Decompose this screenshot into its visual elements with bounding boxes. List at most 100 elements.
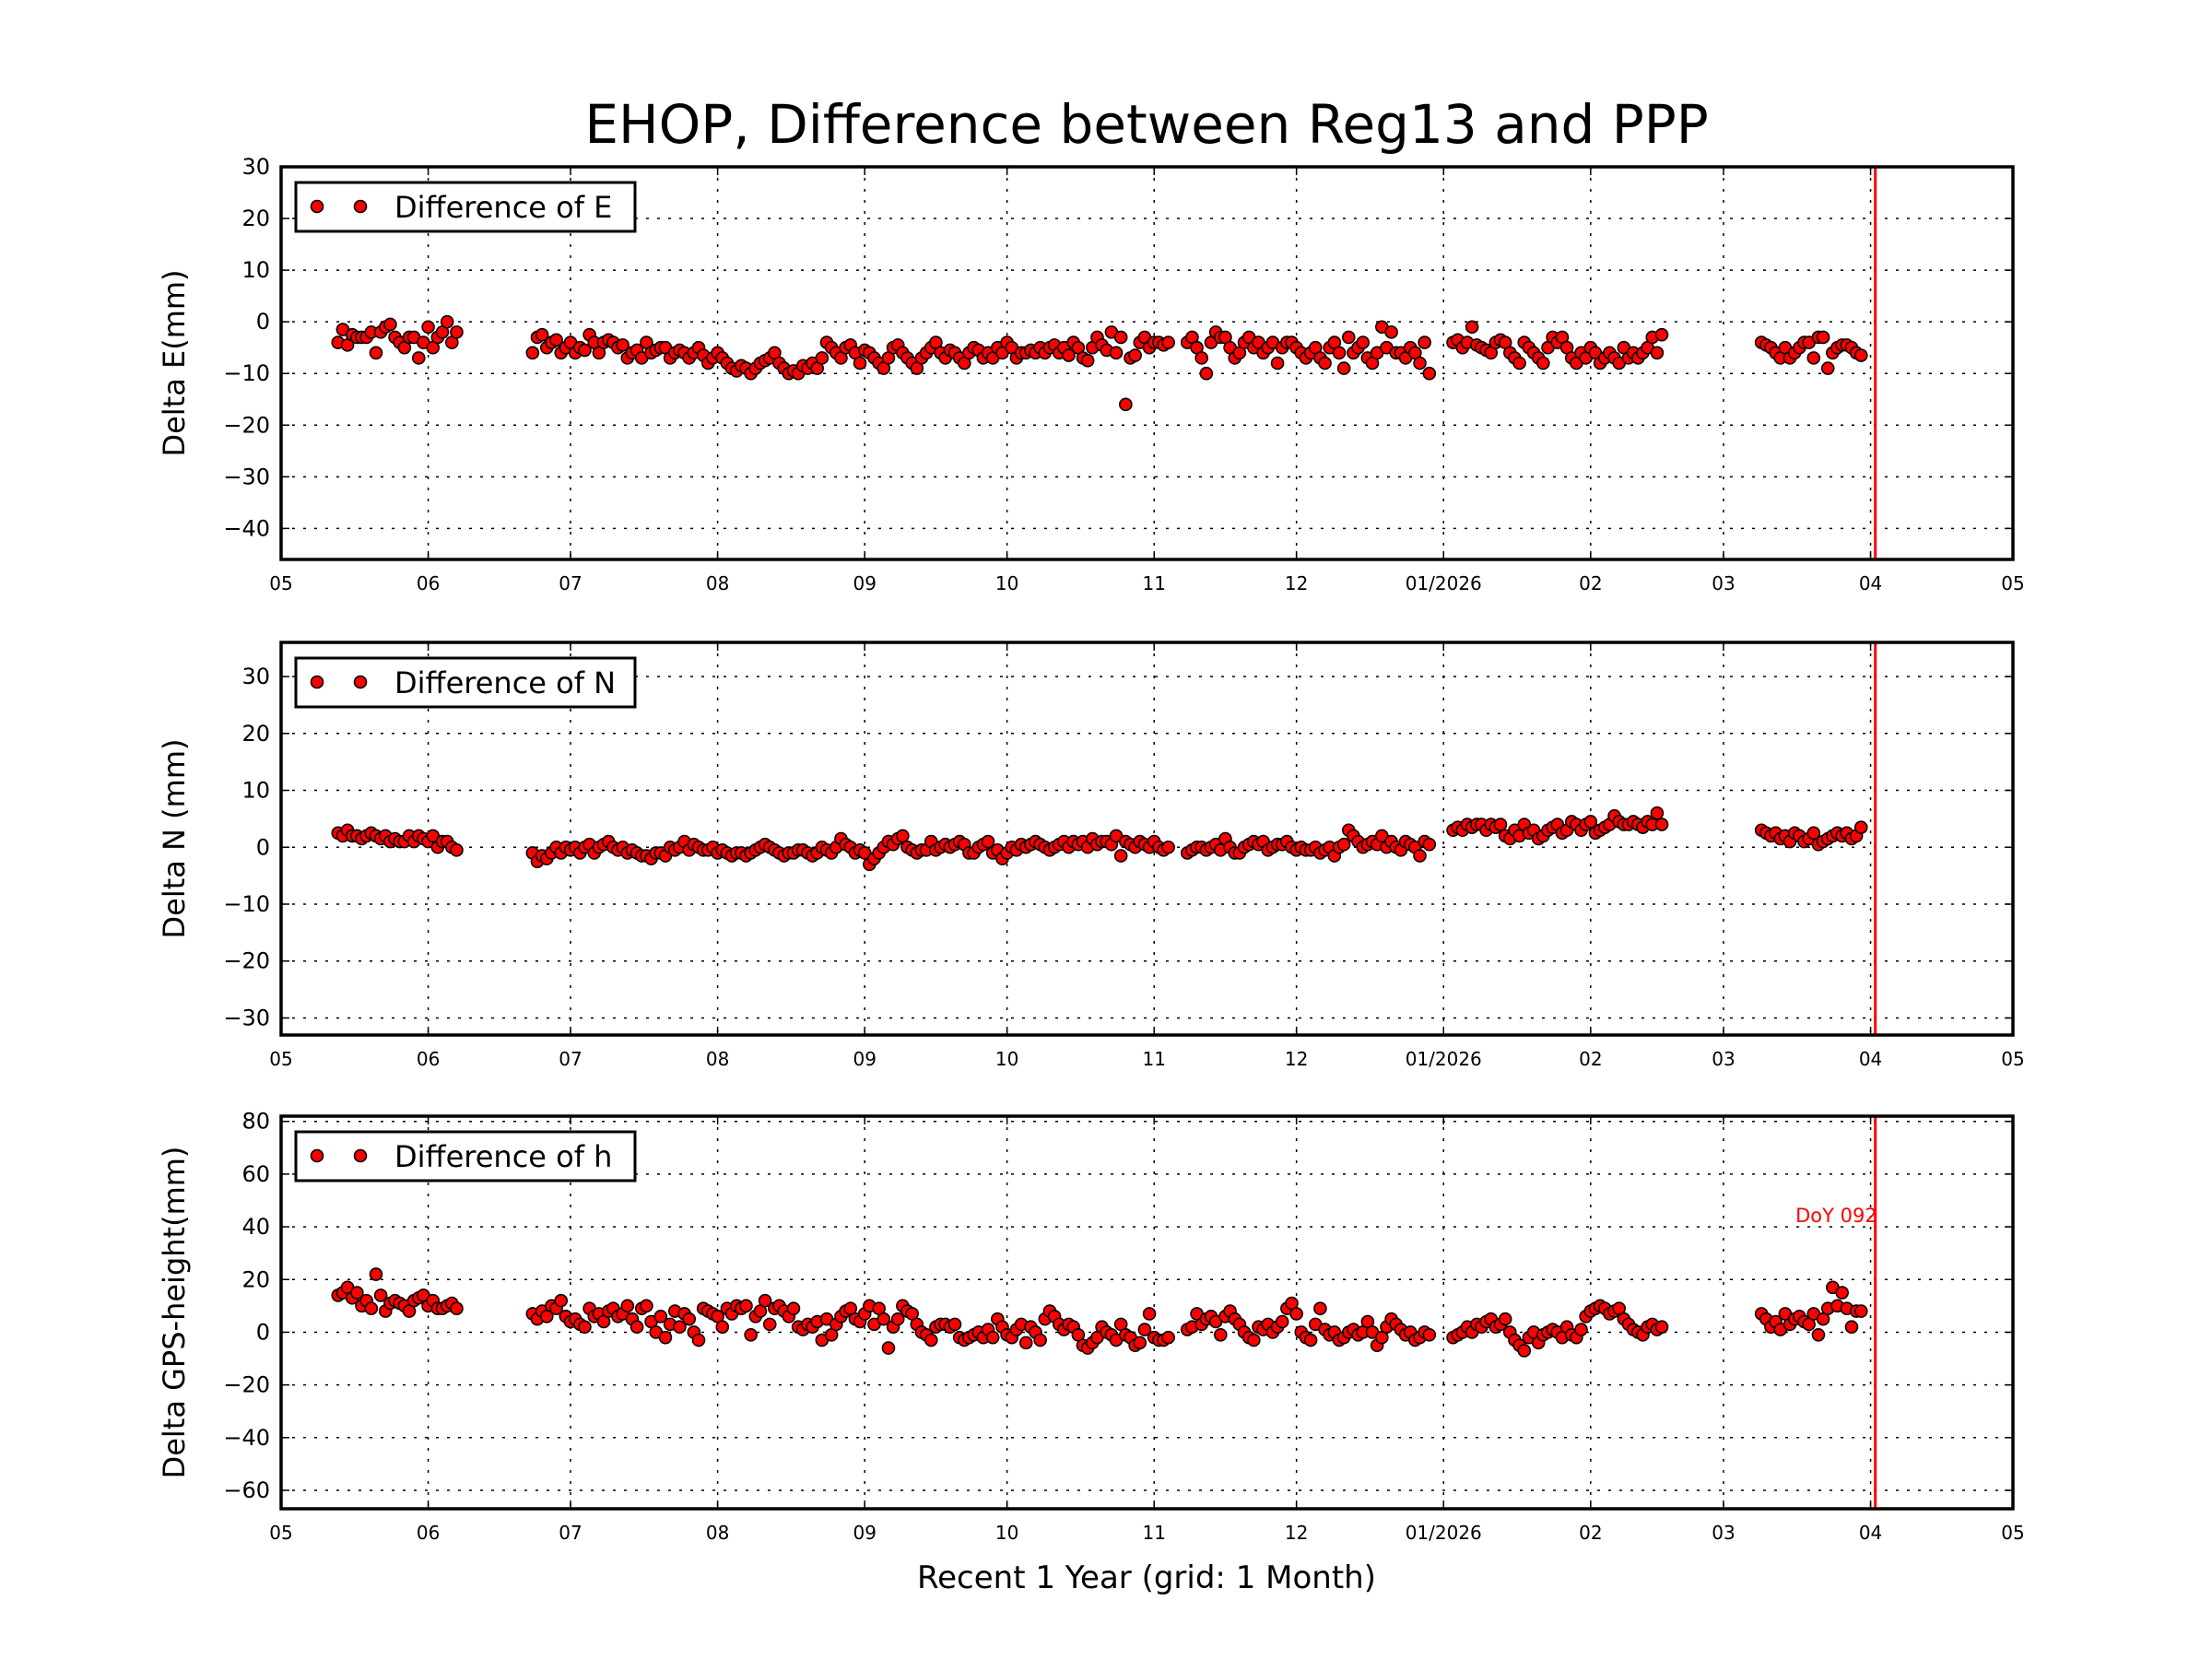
x-tick-label: 01/2026 — [1406, 1048, 1482, 1070]
data-point — [758, 1293, 772, 1308]
x-tick-label: 03 — [1712, 572, 1735, 594]
y-tick-label: −40 — [223, 515, 270, 541]
data-point — [1128, 348, 1142, 362]
data-point — [1654, 1320, 1669, 1335]
data-point — [450, 843, 464, 857]
legend: Difference of N — [294, 656, 637, 709]
y-tick-label: 0 — [256, 834, 270, 860]
y-tick-label: 60 — [241, 1161, 270, 1187]
x-tick-label: 03 — [1712, 1522, 1735, 1544]
data-point — [744, 1328, 758, 1342]
y-tick-label: −40 — [223, 1425, 270, 1451]
data-point — [1119, 397, 1133, 412]
data-point — [1113, 849, 1128, 863]
panel-N: 05 06 07 08 09 10 11 12 01/2026 02 03 04 05 −30 −20 −10… — [157, 641, 2025, 1070]
data-point — [369, 346, 383, 360]
y-tick-label: −30 — [223, 1005, 270, 1030]
y-tick-label: −20 — [223, 412, 270, 438]
data-point — [1517, 1344, 1532, 1358]
x-tick-label: 04 — [1859, 1522, 1882, 1544]
data-point — [1853, 348, 1868, 362]
legend-marker — [310, 675, 324, 689]
x-tick-label: 12 — [1285, 572, 1308, 594]
panel-h: 05 06 07 08 09 10 11 12 01/2026 02 03 04 05 −60 −40 −20… — [157, 1109, 2025, 1544]
data-point — [1270, 356, 1285, 371]
x-tick-label: 05 — [2001, 1522, 2024, 1544]
y-tick-label: 80 — [241, 1109, 270, 1135]
data-point — [1336, 361, 1351, 375]
y-tick-label: 20 — [241, 206, 270, 231]
x-tick-label: 12 — [1285, 1048, 1308, 1070]
legend-marker — [353, 199, 368, 214]
plot-frame — [279, 165, 2015, 561]
data-point — [1303, 1333, 1318, 1347]
x-tick-label: 06 — [417, 1522, 440, 1544]
x-tick-label: 05 — [269, 1048, 292, 1070]
data-point — [1498, 1312, 1512, 1326]
x-tick-label: 04 — [1859, 572, 1882, 594]
data-point — [369, 1267, 383, 1281]
x-tick-label: 10 — [995, 1048, 1018, 1070]
data-point — [1806, 351, 1821, 365]
y-tick-label: 20 — [241, 1266, 270, 1292]
legend-box — [294, 181, 637, 233]
data-point — [421, 320, 435, 335]
data-point — [1113, 330, 1128, 345]
data-point — [350, 1286, 364, 1300]
data-point — [1844, 1320, 1859, 1335]
data-point — [1835, 1286, 1849, 1300]
data-point — [1018, 1335, 1033, 1350]
data-point — [1583, 815, 1598, 829]
data-point — [554, 1293, 569, 1308]
data-point — [1109, 346, 1124, 360]
data-point — [1356, 335, 1371, 349]
data-point — [1161, 1330, 1175, 1345]
data-point — [1493, 818, 1508, 831]
data-point — [1341, 330, 1356, 345]
x-tick-label: 07 — [559, 1048, 582, 1070]
data-point — [364, 1301, 379, 1316]
data-point — [1194, 351, 1209, 365]
data-point — [673, 1320, 687, 1335]
plot-frame — [279, 1114, 2015, 1511]
legend: Difference of E — [294, 181, 637, 233]
y-tick-label: 10 — [241, 257, 270, 283]
data-point — [535, 327, 549, 342]
data-point — [881, 1341, 896, 1355]
data-point — [1650, 346, 1665, 360]
data-point — [1820, 361, 1835, 375]
data-point — [739, 1299, 753, 1313]
x-tick-label: 08 — [706, 1522, 729, 1544]
data-point — [1336, 837, 1351, 852]
y-tick-label: 20 — [241, 721, 270, 747]
x-tick-label: 02 — [1579, 1522, 1602, 1544]
data-point — [1332, 346, 1347, 360]
data-point — [890, 1312, 905, 1326]
data-point — [640, 1299, 653, 1313]
data-point — [1080, 353, 1095, 368]
legend-marker — [353, 675, 368, 689]
y-tick-label: 0 — [256, 309, 270, 335]
x-tick-label: 01/2026 — [1406, 1522, 1482, 1544]
x-tick-label: 02 — [1579, 572, 1602, 594]
y-tick-label: −10 — [223, 360, 270, 386]
x-axis-label: Recent 1 Year (grid: 1 Month) — [917, 1559, 1376, 1596]
data-point — [682, 1312, 697, 1326]
data-point — [985, 1330, 1000, 1345]
data-point — [411, 351, 426, 365]
data-point — [1275, 1314, 1289, 1329]
data-point — [1133, 1335, 1147, 1350]
data-point — [947, 1317, 962, 1332]
x-tick-label: 08 — [706, 1048, 729, 1070]
y-tick-label: 30 — [241, 154, 270, 180]
legend-label: Difference of N — [394, 665, 616, 700]
plot-frame — [279, 641, 2015, 1037]
legend: Difference of h — [294, 1130, 637, 1182]
x-tick-label: 09 — [853, 1522, 876, 1544]
y-tick-label: −10 — [223, 891, 270, 917]
data-point — [1512, 356, 1526, 371]
data-point — [1654, 327, 1669, 342]
y-tick-label: 40 — [241, 1214, 270, 1240]
data-point — [1199, 366, 1214, 381]
x-tick-label: 06 — [417, 572, 440, 594]
